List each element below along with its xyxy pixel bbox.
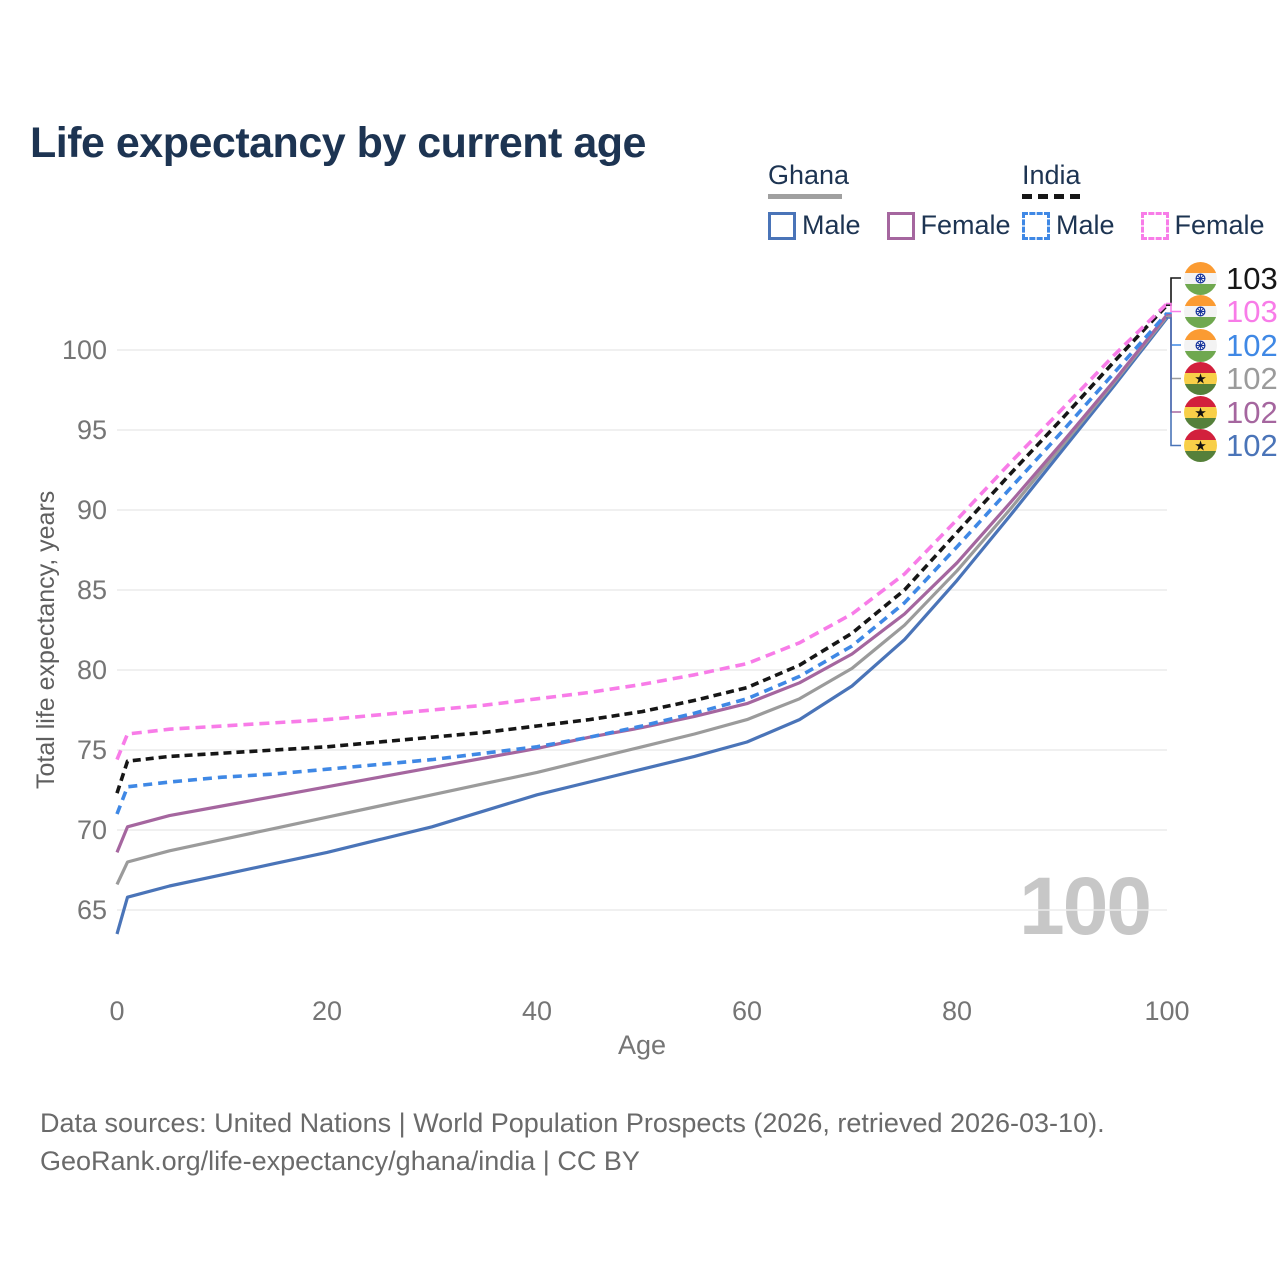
y-tick-75: 75 [76, 735, 107, 765]
legend-country-ghana: Ghana [768, 160, 1037, 199]
endpoint-value-india-female: 103 [1226, 294, 1278, 329]
legend-country-india: India [1022, 160, 1280, 199]
ghana-flag-icon: ★ [1184, 429, 1217, 462]
endpoint-value-ghana-male: 102 [1226, 428, 1278, 463]
legend-swatch-india-female [1140, 211, 1169, 240]
y-axis-title: Total life expectancy, years [32, 490, 60, 790]
series-line-india-male [115, 312, 1169, 815]
y-tick-85: 85 [76, 575, 107, 605]
legend-line-sample-india [1022, 194, 1080, 199]
leader-line-ghana-female [1166, 313, 1181, 413]
legend-item-india-female[interactable]: Female [1140, 210, 1265, 241]
attribution-link: GeoRank.org/life-expectancy/ghana/india … [40, 1146, 640, 1176]
legend-line-sample-ghana [768, 194, 842, 199]
leader-line-ghana-male [1166, 317, 1181, 447]
endpoint-label-india-male: 102 [1184, 328, 1278, 362]
x-tick-100: 100 [1144, 996, 1190, 1026]
india-flag-icon [1184, 261, 1217, 295]
endpoint-value-ghana-both: 102 [1226, 361, 1278, 396]
legend-label-ghana-female: Female [920, 210, 1011, 240]
india-flag-icon [1184, 328, 1217, 362]
leader-line-ghana-both [1166, 315, 1181, 380]
leader-line-india-both [1166, 277, 1181, 307]
endpoint-label-india-female: 103 [1184, 295, 1278, 329]
ghana-flag-icon: ★ [1184, 362, 1217, 395]
endpoint-label-india-both: 103 [1184, 261, 1278, 295]
ghana-flag: ★ [1184, 362, 1217, 395]
endpoint-label-ghana-female: ★ 102 [1184, 395, 1278, 429]
y-tick-90: 90 [76, 495, 107, 525]
page-title: Life expectancy by current age [30, 118, 646, 167]
legend-label-ghana-male: Male [802, 210, 861, 240]
y-tick-70: 70 [76, 815, 107, 845]
ghana-flag-icon: ★ [1184, 395, 1217, 429]
legend-item-ghana-female[interactable]: Female [886, 210, 1011, 241]
legend-country-india-label: India [1022, 160, 1081, 190]
age-watermark: 100 [1019, 861, 1152, 952]
data-sources-note: Data sources: United Nations | World Pop… [40, 1108, 1105, 1138]
ghana-flag: ★ [1184, 429, 1217, 462]
series-line-ghana-female [115, 313, 1169, 854]
legend-swatch-ghana-female [886, 211, 915, 240]
india-flag [1184, 261, 1217, 295]
legend-label-india-female: Female [1174, 210, 1265, 240]
legend-group-ghana: Ghana Male Female [768, 160, 1037, 241]
legend-country-ghana-label: Ghana [768, 160, 850, 190]
y-tick-65: 65 [76, 895, 107, 925]
endpoint-label-ghana-both: ★ 102 [1184, 362, 1278, 396]
series-line-india-both [115, 303, 1169, 794]
x-axis-title: Age [617, 1030, 667, 1060]
series-line-india-female [115, 302, 1169, 761]
india-flag [1184, 328, 1217, 362]
india-flag [1184, 295, 1217, 328]
y-tick-100: 100 [61, 335, 107, 365]
legend-swatch-india-male [1022, 211, 1050, 240]
x-tick-20: 20 [311, 996, 343, 1026]
y-tick-80: 80 [76, 655, 107, 685]
legend-label-india-male: Male [1056, 210, 1115, 240]
legend-item-india-male[interactable]: Male [1022, 210, 1115, 241]
svg-text:★: ★ [1194, 372, 1207, 388]
x-tick-40: 40 [521, 996, 553, 1026]
leader-line-india-female [1166, 302, 1181, 313]
india-flag-icon [1184, 295, 1217, 328]
endpoint-value-ghana-female: 102 [1226, 394, 1278, 430]
legend-group-india: India Male Female [1022, 160, 1280, 241]
svg-text:★: ★ [1194, 405, 1207, 421]
y-tick-95: 95 [76, 415, 107, 445]
legend-swatch-ghana-male [768, 211, 796, 240]
x-tick-60: 60 [731, 996, 763, 1026]
endpoint-value-india-male: 102 [1226, 327, 1278, 363]
ghana-flag: ★ [1184, 395, 1217, 429]
series-line-ghana-male [115, 317, 1169, 935]
x-tick-0: 0 [109, 996, 125, 1026]
series-line-ghana-both [115, 315, 1169, 886]
endpoint-value-india-both: 103 [1226, 260, 1278, 296]
legend-items-india: Male Female [1022, 210, 1280, 241]
svg-text:★: ★ [1194, 439, 1207, 455]
legend-item-ghana-male[interactable]: Male [768, 210, 861, 241]
x-tick-80: 80 [941, 996, 973, 1026]
endpoint-label-ghana-male: ★ 102 [1184, 429, 1278, 463]
legend-items-ghana: Male Female [768, 210, 1037, 241]
